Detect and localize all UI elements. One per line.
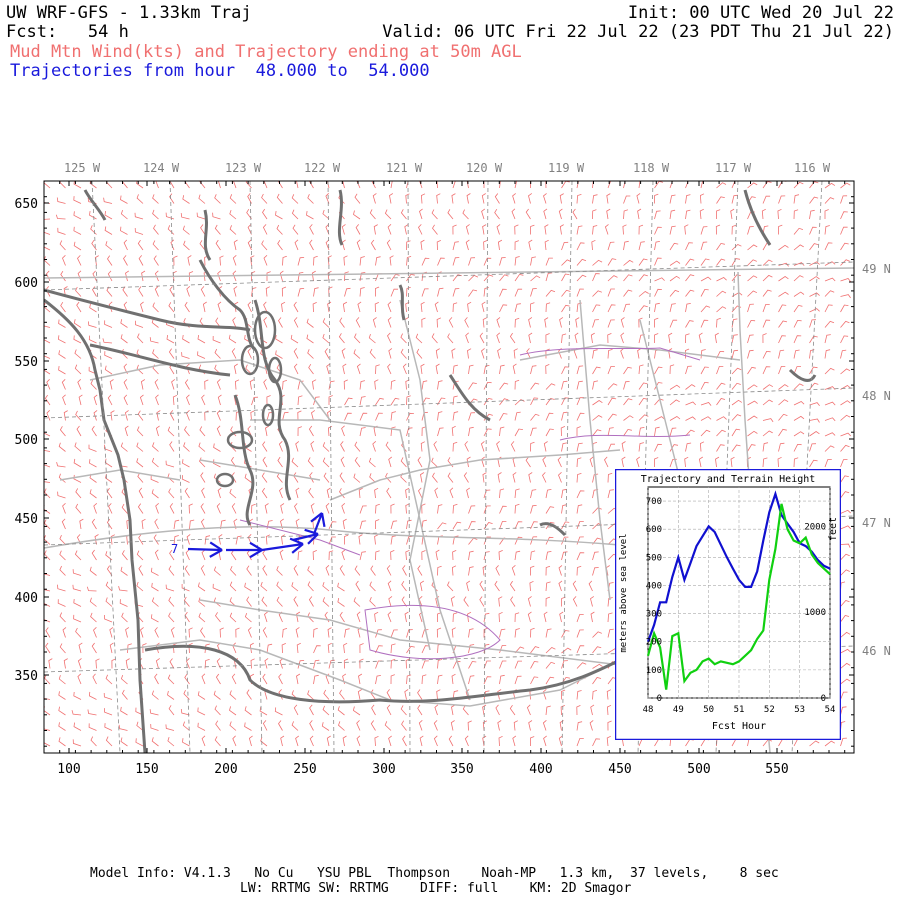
terrain-height-line <box>646 503 831 690</box>
longitude-label: 124 W <box>143 161 180 175</box>
product-title: UW WRF-GFS - 1.33km Traj <box>6 3 252 23</box>
inset-left-tick-label: 100 <box>646 666 662 676</box>
map-x-tick-label: 300 <box>372 762 395 777</box>
inset-xlabel: Fcst Hour <box>712 721 766 732</box>
longitude-label: 122 W <box>304 161 341 175</box>
inset-x-tick-label: 51 <box>734 705 745 715</box>
field-subtitle: Mud Mtn Wind(kts) and Trajectory ending … <box>10 42 522 62</box>
map-x-tick-label: 200 <box>214 762 237 777</box>
map-y-tick-label: 450 <box>15 512 38 527</box>
inset-x-tick-label: 52 <box>764 705 775 715</box>
longitude-label: 116 W <box>794 161 831 175</box>
inset-series <box>646 490 831 690</box>
longitude-label: 120 W <box>466 161 503 175</box>
inset-left-tick-label: 500 <box>646 553 662 563</box>
map-x-tick-label: 450 <box>608 762 631 777</box>
trajectory-range: Trajectories from hour 48.000 to 54.000 <box>10 61 430 81</box>
latitude-label: 48 N <box>862 389 891 403</box>
map-x-tick-label: 100 <box>57 762 80 777</box>
inset-right-tick-label: 0 <box>821 694 826 704</box>
trajectory-arrows: 7 <box>171 512 326 559</box>
inset-left-ylabel: meters above sea level <box>619 533 629 652</box>
inset-x-tick-label: 50 <box>703 705 714 715</box>
latitude-label: 46 N <box>862 644 891 658</box>
inset-left-tick-label: 600 <box>646 525 662 535</box>
model-info-line2: LW: RRTMG SW: RRTMG DIFF: full KM: 2D Sm… <box>240 881 632 896</box>
map-y-tick-label: 400 <box>15 591 38 606</box>
map-x-tick-label: 500 <box>687 762 710 777</box>
trajectory-start-label: 7 <box>171 542 178 556</box>
inset-left-tick-label: 200 <box>646 638 662 648</box>
inset-right-tick-label: 1000 <box>804 608 826 618</box>
map-y-tick-label: 550 <box>15 355 38 370</box>
init-time: Init: 00 UTC Wed 20 Jul 22 <box>627 3 894 23</box>
inset-x-tick-label: 54 <box>825 705 836 715</box>
trajectory-arrow <box>292 532 319 542</box>
latitude-label: 47 N <box>862 516 891 530</box>
model-info-line1: Model Info: V4.1.3 No Cu YSU PBL Thompso… <box>90 866 779 881</box>
longitude-label: 121 W <box>386 161 423 175</box>
map-y-tick-label: 600 <box>15 276 38 291</box>
trajectory-arrow <box>312 512 324 535</box>
inset-x-tick-label: 53 <box>794 705 805 715</box>
map-x-tick-label: 550 <box>765 762 788 777</box>
map-x-tick-label: 250 <box>293 762 316 777</box>
longitude-label: 119 W <box>548 161 585 175</box>
map-frame <box>43 180 855 754</box>
trajectory-arrow <box>261 542 304 552</box>
map-y-tick-label: 650 <box>15 197 38 212</box>
inset-grid <box>647 487 831 699</box>
map-x-tick-label: 350 <box>450 762 473 777</box>
trajectory-arrow <box>187 547 223 552</box>
longitude-label: 125 W <box>64 161 101 175</box>
map-x-tick-label: 400 <box>529 762 552 777</box>
inset-right-tick-label: 2000 <box>804 522 826 532</box>
inset-left-tick-label: 700 <box>646 497 662 507</box>
valid-time: Valid: 06 UTC Fri 22 Jul 22 (23 PDT Thu … <box>382 22 894 42</box>
latitude-label: 49 N <box>862 262 891 276</box>
map-y-tick-label: 350 <box>15 669 38 684</box>
inset-right-ylabel: feet <box>828 517 839 541</box>
inset-left-tick-label: 0 <box>657 694 662 704</box>
map-x-tick-label: 150 <box>135 762 158 777</box>
inset-x-tick-label: 49 <box>673 705 684 715</box>
inset-left-tick-label: 300 <box>646 610 662 620</box>
inset-x-tick-label: 48 <box>643 705 654 715</box>
geography-lines <box>44 189 854 753</box>
forecast-hour: Fcst: 54 h <box>6 22 129 42</box>
trajectory-terrain-inset: Trajectory and Terrain Height 0 100 200 300… <box>615 469 841 740</box>
longitude-label: 118 W <box>633 161 670 175</box>
longitude-label: 117 W <box>715 161 752 175</box>
inset-title: Trajectory and Terrain Height <box>641 474 816 485</box>
longitude-label: 123 W <box>225 161 262 175</box>
inset-left-tick-label: 400 <box>646 581 662 591</box>
map-y-tick-label: 500 <box>15 433 38 448</box>
